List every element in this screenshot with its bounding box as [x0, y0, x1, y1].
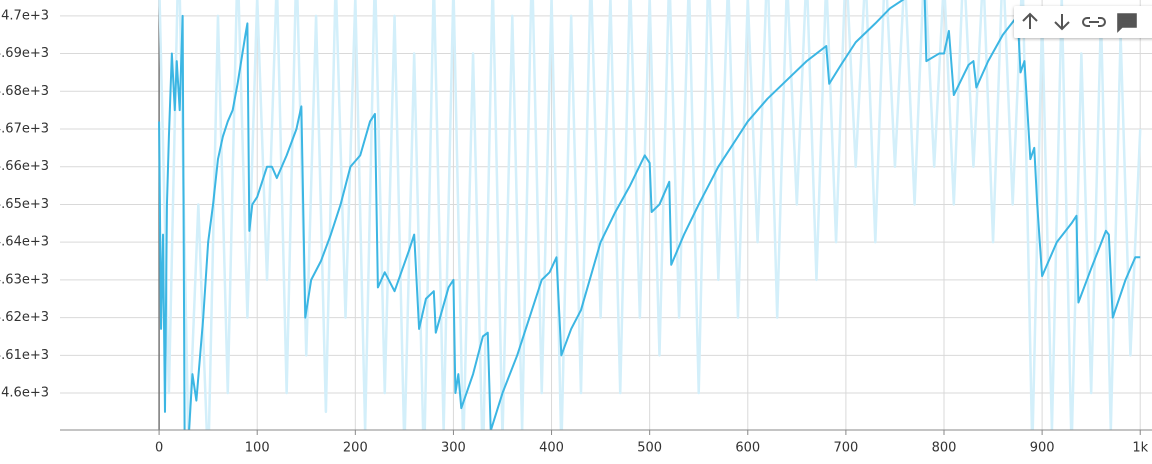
plot-area	[158, 0, 1142, 430]
y-tick-label: 4.69e+3	[0, 46, 49, 61]
x-tick-label: 600	[735, 441, 760, 456]
y-tick-label: 4.66e+3	[0, 159, 49, 174]
x-tick-label: 400	[539, 441, 564, 456]
y-tick-label: 4.6e+3	[1, 386, 49, 401]
axes: 4.6e+3 4.61e+3 4.62e+3 4.63e+3 4.64e+3 4.65e+…	[0, 8, 1152, 456]
x-tick-label: 100	[245, 441, 270, 456]
y-tick-label: 4.67e+3	[0, 122, 49, 137]
y-tick-label: 4.68e+3	[0, 84, 49, 99]
x-tick-label: 200	[343, 441, 368, 456]
series-line	[158, 0, 1141, 430]
x-tick-label: 900	[1030, 441, 1055, 456]
y-tick-label: 4.64e+3	[0, 235, 49, 250]
y-tick-label: 4.63e+3	[0, 272, 49, 287]
x-tick-label: 1k	[1132, 441, 1148, 456]
x-tick-label: 800	[932, 441, 957, 456]
move-down-button[interactable]	[1054, 14, 1070, 31]
y-tick-label: 4.61e+3	[0, 348, 49, 363]
link-button[interactable]	[1082, 17, 1106, 27]
comment-button[interactable]	[1117, 13, 1137, 33]
x-tick-label: 500	[637, 441, 662, 456]
x-tick-label: 700	[833, 441, 858, 456]
series-line	[158, 0, 1142, 430]
y-tick-label: 4.7e+3	[1, 8, 49, 23]
x-tick-label: 0	[155, 441, 163, 456]
move-up-button[interactable]	[1022, 12, 1038, 29]
x-tick-label: 300	[441, 441, 466, 456]
toolbar	[1014, 6, 1152, 38]
y-tick-label: 4.65e+3	[0, 197, 49, 212]
grid	[60, 0, 1152, 430]
y-tick-label: 4.62e+3	[0, 310, 49, 325]
